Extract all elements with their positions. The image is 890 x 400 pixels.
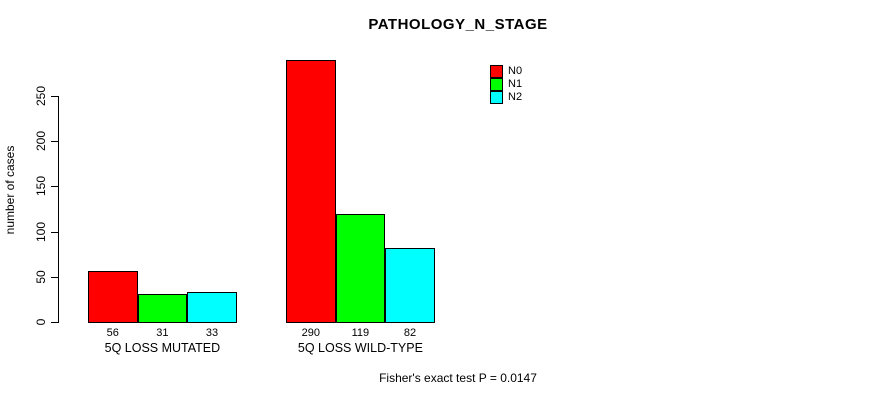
y-axis-tick-label: 150 <box>34 176 48 197</box>
bar-value-label: 82 <box>403 327 417 339</box>
legend-label: N2 <box>508 91 523 103</box>
y-axis-line <box>58 96 59 323</box>
bar-n0-5q-loss-wild-type <box>286 60 336 323</box>
y-axis-tick-label: 50 <box>34 270 48 284</box>
y-axis-tick-label: 250 <box>34 85 48 107</box>
y-axis-tick <box>51 141 58 143</box>
bar-n0-5q-loss-mutated <box>88 271 138 323</box>
chart-title: PATHOLOGY_N_STAGE <box>368 16 548 33</box>
bar-value-label: 119 <box>351 327 370 339</box>
legend-label: N0 <box>508 65 523 77</box>
bar-n2-5q-loss-mutated <box>187 292 237 323</box>
legend-item-n0: N0 <box>490 65 522 78</box>
bar-value-label: 56 <box>106 327 119 339</box>
y-axis-tick-label: 100 <box>34 221 48 242</box>
y-axis-tick <box>51 322 58 323</box>
y-axis-tick <box>51 231 58 233</box>
bar-n1-5q-loss-mutated <box>137 294 188 323</box>
y-axis-tick <box>51 276 58 278</box>
legend-swatch-icon <box>490 65 503 78</box>
bar-value-label: 31 <box>156 327 169 339</box>
y-axis-label: number of cases <box>3 145 17 235</box>
category-label: 5Q LOSS WILD-TYPE <box>297 341 423 355</box>
y-axis-tick <box>51 96 58 97</box>
bar-value-label: 33 <box>205 327 219 339</box>
bar-value-label: 290 <box>301 327 320 339</box>
y-axis-tick <box>51 186 58 188</box>
legend-swatch-icon <box>490 91 503 104</box>
category-label: 5Q LOSS MUTATED <box>104 341 221 355</box>
legend-item-n2: N2 <box>490 91 522 104</box>
legend-item-n1: N1 <box>490 78 522 91</box>
legend-label: N1 <box>508 78 523 90</box>
stat-annotation: Fisher's exact test P = 0.0147 <box>379 371 537 385</box>
y-axis-tick-label: 0 <box>34 318 48 326</box>
legend-swatch-icon <box>490 78 503 91</box>
legend: N0 N1 N2 <box>490 65 522 104</box>
bar-n1-5q-loss-wild-type <box>335 214 386 323</box>
y-axis-tick-label: 200 <box>34 131 48 152</box>
bar-n2-5q-loss-wild-type <box>385 248 435 323</box>
